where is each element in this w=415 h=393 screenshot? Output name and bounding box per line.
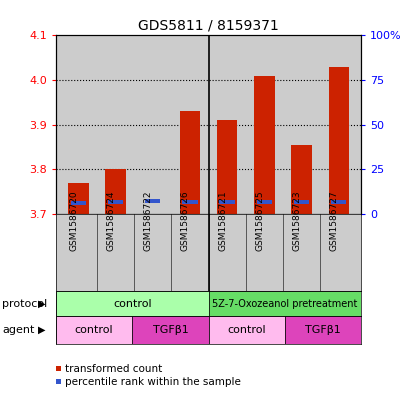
Text: GSM1586723: GSM1586723: [293, 190, 302, 251]
Bar: [209, 316, 285, 344]
Text: protocol: protocol: [2, 299, 47, 309]
Bar: [145, 199, 161, 204]
Text: control: control: [227, 325, 266, 335]
Text: GSM1586726: GSM1586726: [181, 190, 190, 251]
Text: GSM1586724: GSM1586724: [107, 190, 115, 251]
Bar: [254, 75, 275, 214]
Text: GSM1586722: GSM1586722: [144, 190, 153, 251]
Bar: [329, 67, 349, 214]
Bar: [220, 200, 235, 204]
Bar: [331, 200, 347, 204]
Text: ▶: ▶: [38, 299, 45, 309]
Bar: [105, 169, 126, 214]
Text: GSM1586725: GSM1586725: [255, 190, 264, 251]
Text: percentile rank within the sample: percentile rank within the sample: [65, 376, 241, 387]
Text: TGFβ1: TGFβ1: [305, 325, 341, 335]
Text: GSM1586721: GSM1586721: [218, 190, 227, 251]
Bar: [209, 291, 361, 316]
Bar: [132, 316, 209, 344]
Text: GSM1586720: GSM1586720: [69, 190, 78, 251]
Bar: [68, 183, 88, 214]
Text: agent: agent: [2, 325, 34, 335]
Bar: [285, 316, 361, 344]
Text: ▶: ▶: [38, 325, 45, 335]
Text: control: control: [75, 325, 113, 335]
Bar: [108, 200, 123, 204]
Bar: [180, 111, 200, 214]
Bar: [56, 291, 209, 316]
Bar: [294, 200, 309, 204]
Bar: [71, 201, 86, 205]
Title: GDS5811 / 8159371: GDS5811 / 8159371: [138, 19, 279, 33]
Text: control: control: [113, 299, 151, 309]
Bar: [182, 200, 198, 204]
Bar: [291, 145, 312, 214]
Bar: [56, 316, 132, 344]
Text: transformed count: transformed count: [65, 364, 162, 374]
Text: 5Z-7-Oxozeanol pretreatment: 5Z-7-Oxozeanol pretreatment: [212, 299, 357, 309]
Bar: [217, 120, 237, 214]
Bar: [256, 200, 272, 204]
Text: TGFβ1: TGFβ1: [153, 325, 188, 335]
Text: GSM1586727: GSM1586727: [330, 190, 339, 251]
